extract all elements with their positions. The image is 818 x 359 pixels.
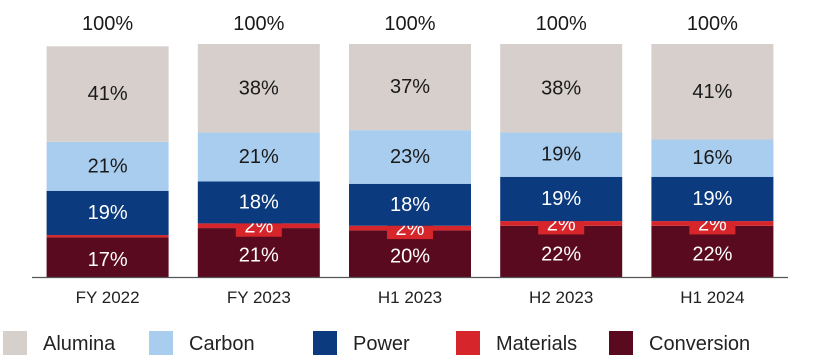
data-label-conversion-2: 21% xyxy=(239,245,279,267)
legend-swatch-alumina xyxy=(3,331,27,355)
data-label-carbon-3: 23% xyxy=(390,146,430,168)
bar-segment-carbon-3 xyxy=(349,130,471,184)
data-label-alumina-4: 38% xyxy=(541,77,581,99)
category-labels: FY 2022 FY 2023 H1 2023 H2 2023 H1 2024 xyxy=(76,288,745,307)
bar-segment-power-1 xyxy=(46,190,169,236)
legend-label-alumina: Alumina xyxy=(43,333,116,355)
bar-segment-power-5 xyxy=(651,176,774,222)
legend: Alumina Carbon Power Materials Conversion xyxy=(3,331,750,355)
data-label-carbon-1: 21% xyxy=(88,155,128,177)
bar-segment-power-4 xyxy=(500,176,623,222)
legend-swatch-materials xyxy=(456,331,480,355)
bar-segment-alumina-2 xyxy=(197,44,320,133)
legend-swatch-conversion xyxy=(609,331,633,355)
bars-group: 17%19%21%41%21%2%18%21%38%20%2%18%23%37%… xyxy=(46,44,774,277)
category-label-4: H2 2023 xyxy=(529,288,593,307)
legend-swatch-carbon xyxy=(149,331,173,355)
data-label-power-4: 19% xyxy=(541,188,581,210)
data-label-conversion-5: 22% xyxy=(692,243,732,265)
bar-segment-alumina-3 xyxy=(349,44,471,131)
category-label-5: H1 2024 xyxy=(680,288,744,307)
total-label-4: 100% xyxy=(536,13,587,35)
total-label-3: 100% xyxy=(384,13,435,35)
total-label-1: 100% xyxy=(82,13,133,35)
data-label-alumina-2: 38% xyxy=(239,77,279,99)
category-label-3: H1 2023 xyxy=(378,288,442,307)
data-label-power-3: 18% xyxy=(390,194,430,216)
bar-segment-power-2 xyxy=(197,181,320,224)
legend-label-conversion: Conversion xyxy=(649,333,750,355)
bar-segment-alumina-4 xyxy=(500,44,623,133)
legend-swatch-power xyxy=(313,331,337,355)
data-label-alumina-5: 41% xyxy=(692,81,732,103)
bar-segment-conversion-1 xyxy=(46,237,169,277)
bar-segment-alumina-1 xyxy=(46,46,169,142)
bar-segment-alumina-5 xyxy=(651,44,774,140)
bar-segment-carbon-4 xyxy=(500,132,623,177)
data-label-conversion-4: 22% xyxy=(541,243,581,265)
total-label-2: 100% xyxy=(233,13,284,35)
data-label-carbon-4: 19% xyxy=(541,144,581,166)
bar-segment-carbon-2 xyxy=(197,132,320,182)
bar-segment-power-3 xyxy=(349,183,471,226)
bar-segment-carbon-1 xyxy=(46,141,169,191)
legend-label-power: Power xyxy=(353,333,410,355)
data-label-alumina-3: 37% xyxy=(390,76,430,98)
bar-segment-materials-1 xyxy=(46,235,169,238)
data-label-power-5: 19% xyxy=(692,188,732,210)
legend-label-materials: Materials xyxy=(496,333,577,355)
legend-label-carbon: Carbon xyxy=(189,333,255,355)
total-labels: 100% 100% 100% 100% 100% xyxy=(82,13,738,35)
data-label-carbon-5: 16% xyxy=(692,147,732,169)
data-label-power-1: 19% xyxy=(88,202,128,224)
bar-segment-carbon-5 xyxy=(651,139,774,177)
data-label-carbon-2: 21% xyxy=(239,146,279,168)
category-label-1: FY 2022 xyxy=(76,288,140,307)
total-label-5: 100% xyxy=(687,13,738,35)
data-label-conversion-1: 17% xyxy=(88,249,128,271)
data-label-conversion-3: 20% xyxy=(390,246,430,268)
data-label-power-2: 18% xyxy=(239,191,279,213)
data-label-alumina-1: 41% xyxy=(88,83,128,105)
category-label-2: FY 2023 xyxy=(227,288,291,307)
